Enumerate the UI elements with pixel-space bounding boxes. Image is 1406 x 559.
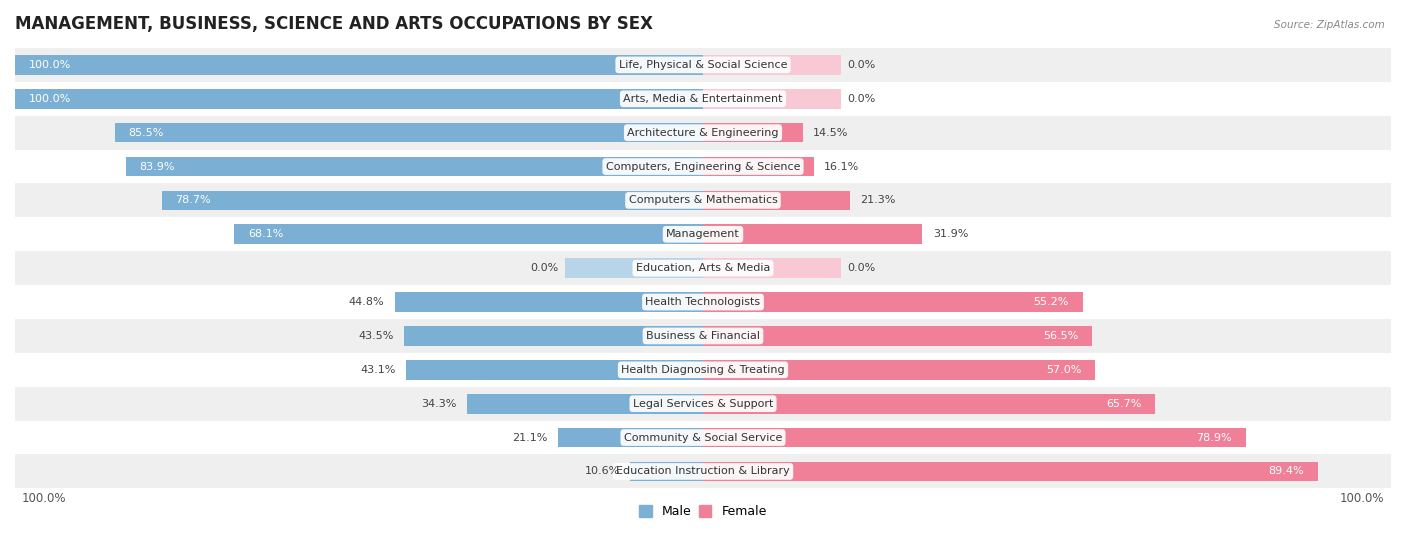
Bar: [565, 258, 703, 278]
Text: 43.1%: 43.1%: [361, 365, 396, 375]
Text: Arts, Media & Entertainment: Arts, Media & Entertainment: [623, 94, 783, 104]
Text: 10.6%: 10.6%: [585, 466, 620, 476]
Text: 0.0%: 0.0%: [530, 263, 558, 273]
Text: 100.0%: 100.0%: [22, 492, 66, 505]
Bar: [703, 225, 922, 244]
Bar: [15, 387, 1391, 420]
Text: 100.0%: 100.0%: [28, 60, 72, 70]
Text: Computers & Mathematics: Computers & Mathematics: [628, 196, 778, 205]
Bar: [703, 89, 841, 108]
Text: 21.3%: 21.3%: [860, 196, 896, 205]
Bar: [404, 326, 703, 346]
Bar: [703, 123, 803, 143]
Text: 21.1%: 21.1%: [512, 433, 547, 443]
Bar: [15, 55, 703, 75]
Bar: [703, 292, 1083, 312]
Bar: [15, 82, 1391, 116]
Bar: [15, 319, 1391, 353]
Text: Education Instruction & Library: Education Instruction & Library: [616, 466, 790, 476]
Text: 43.5%: 43.5%: [359, 331, 394, 341]
Bar: [15, 285, 1391, 319]
Bar: [630, 462, 703, 481]
Bar: [703, 360, 1095, 380]
Text: Management: Management: [666, 229, 740, 239]
Bar: [703, 157, 814, 177]
Text: Health Diagnosing & Treating: Health Diagnosing & Treating: [621, 365, 785, 375]
Bar: [703, 326, 1091, 346]
Text: 100.0%: 100.0%: [1340, 492, 1384, 505]
Text: 0.0%: 0.0%: [848, 94, 876, 104]
Bar: [15, 116, 1391, 150]
Bar: [15, 217, 1391, 251]
Text: Life, Physical & Social Science: Life, Physical & Social Science: [619, 60, 787, 70]
Bar: [15, 420, 1391, 454]
Text: Business & Financial: Business & Financial: [645, 331, 761, 341]
Bar: [395, 292, 703, 312]
Text: Legal Services & Support: Legal Services & Support: [633, 399, 773, 409]
Bar: [125, 157, 703, 177]
Bar: [15, 89, 703, 108]
Text: 16.1%: 16.1%: [824, 162, 859, 172]
Text: 78.7%: 78.7%: [176, 196, 211, 205]
Text: 0.0%: 0.0%: [848, 60, 876, 70]
Text: 44.8%: 44.8%: [349, 297, 384, 307]
Bar: [15, 454, 1391, 489]
Bar: [703, 462, 1317, 481]
Text: 56.5%: 56.5%: [1043, 331, 1078, 341]
Text: MANAGEMENT, BUSINESS, SCIENCE AND ARTS OCCUPATIONS BY SEX: MANAGEMENT, BUSINESS, SCIENCE AND ARTS O…: [15, 15, 652, 33]
Bar: [703, 394, 1154, 414]
Text: 31.9%: 31.9%: [932, 229, 969, 239]
Bar: [162, 191, 703, 210]
Bar: [15, 48, 1391, 82]
Bar: [235, 225, 703, 244]
Text: 55.2%: 55.2%: [1033, 297, 1069, 307]
Legend: Male, Female: Male, Female: [634, 500, 772, 523]
Bar: [703, 258, 841, 278]
Text: 57.0%: 57.0%: [1046, 365, 1081, 375]
Text: 89.4%: 89.4%: [1268, 466, 1305, 476]
Bar: [703, 191, 849, 210]
Text: Architecture & Engineering: Architecture & Engineering: [627, 127, 779, 138]
Text: Community & Social Service: Community & Social Service: [624, 433, 782, 443]
Text: Computers, Engineering & Science: Computers, Engineering & Science: [606, 162, 800, 172]
Text: 14.5%: 14.5%: [813, 127, 848, 138]
Bar: [15, 183, 1391, 217]
Text: 68.1%: 68.1%: [249, 229, 284, 239]
Bar: [15, 150, 1391, 183]
Bar: [703, 428, 1246, 447]
Text: Health Technologists: Health Technologists: [645, 297, 761, 307]
Bar: [406, 360, 703, 380]
Text: 0.0%: 0.0%: [848, 263, 876, 273]
Bar: [703, 55, 841, 75]
Bar: [15, 353, 1391, 387]
Bar: [15, 251, 1391, 285]
Text: 100.0%: 100.0%: [28, 94, 72, 104]
Text: 65.7%: 65.7%: [1107, 399, 1142, 409]
Text: Source: ZipAtlas.com: Source: ZipAtlas.com: [1274, 20, 1385, 30]
Text: 34.3%: 34.3%: [422, 399, 457, 409]
Text: 78.9%: 78.9%: [1197, 433, 1232, 443]
Bar: [558, 428, 703, 447]
Text: Education, Arts & Media: Education, Arts & Media: [636, 263, 770, 273]
Bar: [115, 123, 703, 143]
Text: 83.9%: 83.9%: [139, 162, 174, 172]
Bar: [467, 394, 703, 414]
Text: 85.5%: 85.5%: [128, 127, 165, 138]
